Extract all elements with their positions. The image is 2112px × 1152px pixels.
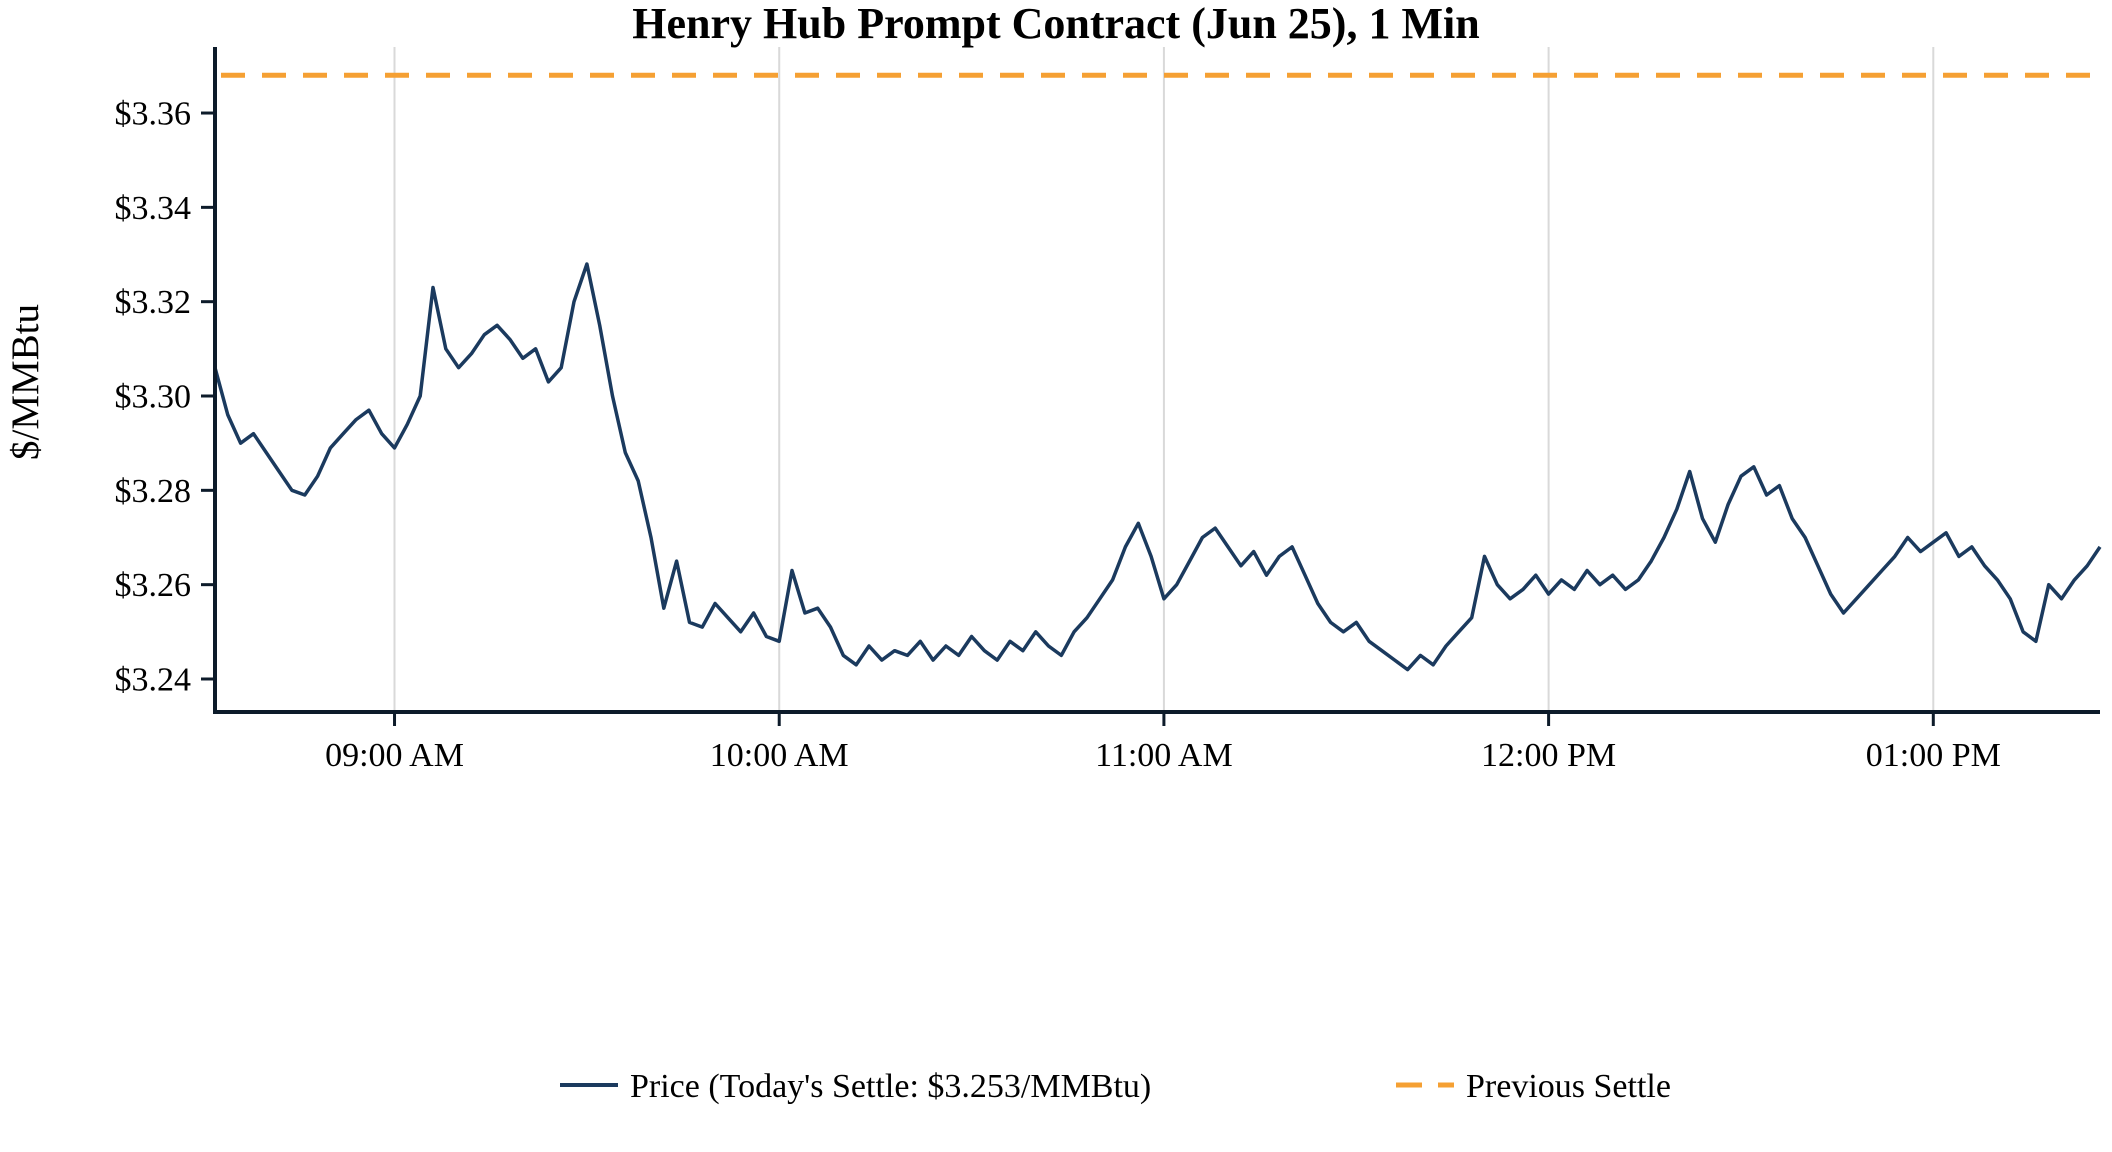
gridlines: [393, 47, 1935, 712]
axes: [201, 47, 2100, 726]
y-tick-label: $3.32: [115, 284, 192, 321]
y-axis-label: $/MMBtu: [4, 304, 47, 460]
chart-title: Henry Hub Prompt Contract (Jun 25), 1 Mi…: [632, 0, 1479, 48]
y-tick-label: $3.24: [115, 662, 192, 699]
y-tick-label: $3.34: [115, 190, 192, 227]
previous-settle-legend-label: Previous Settle: [1466, 1068, 1671, 1105]
y-tick-label: $3.26: [115, 567, 192, 604]
price-line: [213, 262, 2102, 672]
y-tick-label: $3.28: [115, 473, 192, 510]
x-tick-label: 09:00 AM: [325, 737, 464, 774]
price-legend-label: Price (Today's Settle: $3.253/MMBtu): [630, 1068, 1151, 1105]
y-tick-labels: $3.24 $3.26 $3.28 $3.30 $3.32 $3.34 $3.36: [115, 96, 192, 699]
x-tick-label: 11:00 AM: [1095, 737, 1233, 774]
x-tick-label: 10:00 AM: [710, 737, 849, 774]
legend: Price (Today's Settle: $3.253/MMBtu) Pre…: [560, 1068, 1671, 1105]
x-tick-label: 01:00 PM: [1866, 737, 2001, 774]
x-tick-labels: 09:00 AM 10:00 AM 11:00 AM 12:00 PM 01:00 PM: [325, 737, 2001, 774]
x-tick-label: 12:00 PM: [1481, 737, 1616, 774]
y-tick-label: $3.36: [115, 96, 192, 133]
y-tick-label: $3.30: [115, 379, 192, 416]
